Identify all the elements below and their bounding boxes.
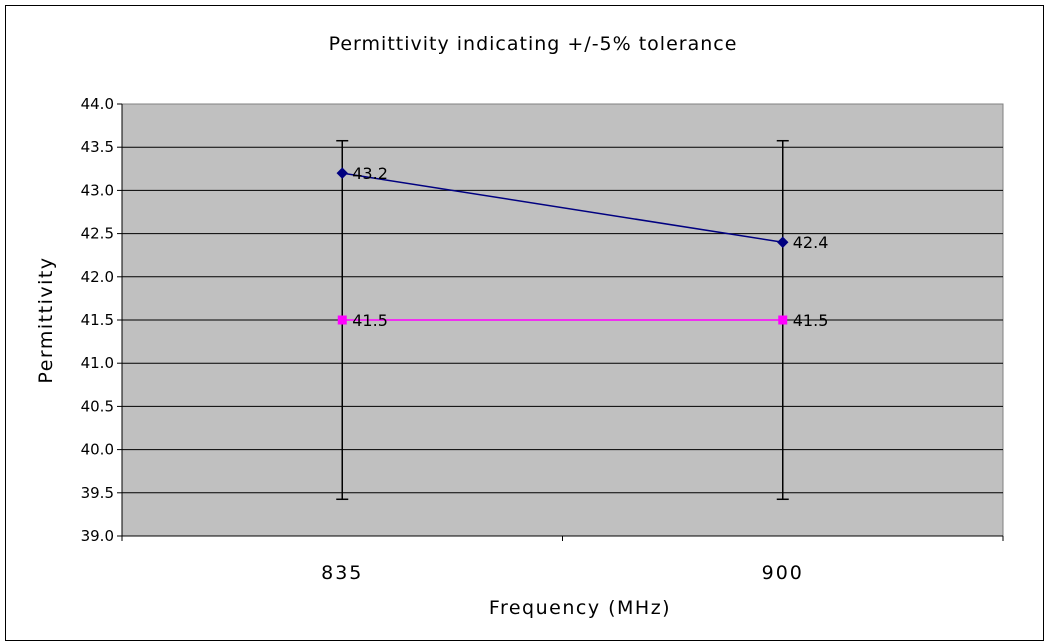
y-tick-label: 43.5 — [81, 138, 114, 156]
y-tick-label: 41.5 — [81, 311, 114, 329]
y-tick-label: 40.0 — [81, 441, 114, 459]
x-axis-title: Frequency (MHz) — [489, 597, 671, 619]
y-tick-label: 42.0 — [81, 268, 114, 286]
gridlines — [122, 146, 1003, 494]
y-tick-label: 44.0 — [81, 95, 114, 113]
data-point — [337, 315, 347, 325]
y-tick-label: 40.5 — [81, 397, 114, 415]
y-tick-label: 39.0 — [81, 527, 114, 545]
data-label: 41.5 — [352, 311, 388, 330]
data-label: 42.4 — [793, 233, 829, 252]
axes: 39.0 39.5 40.0 40.5 41.0 41.5 42.0 42.5 43.0 43.5… — [81, 95, 1004, 584]
data-point — [336, 167, 348, 179]
x-tick-label: 900 — [762, 562, 804, 584]
data-labels: 43.2 42.4 41.5 41.5 — [352, 164, 828, 330]
data-point — [777, 236, 789, 248]
data-label: 41.5 — [793, 311, 829, 330]
chart-title: Permittivity indicating +/-5% tolerance — [329, 33, 738, 55]
y-tick-label: 43.0 — [81, 181, 114, 199]
series — [336, 167, 789, 325]
y-axis-title: Permittivity — [35, 256, 57, 383]
data-point — [778, 315, 788, 325]
y-tick-label: 42.5 — [81, 225, 114, 243]
data-label: 43.2 — [352, 164, 388, 183]
x-tick-label: 835 — [321, 562, 363, 584]
y-tick-label: 41.0 — [81, 354, 114, 372]
series-line — [342, 172, 783, 243]
y-tick-label: 39.5 — [81, 484, 114, 502]
